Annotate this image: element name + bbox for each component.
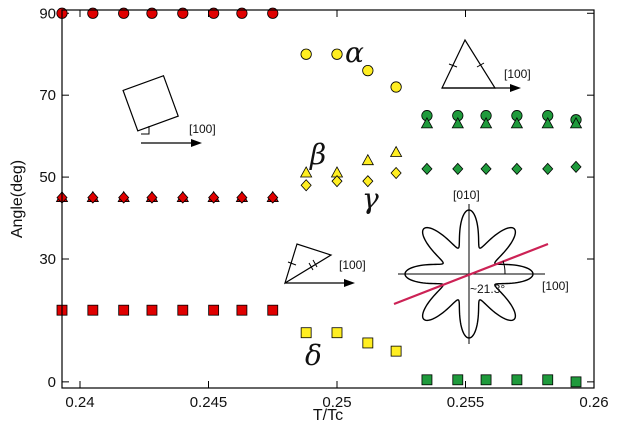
data-point-red-diamond — [208, 191, 220, 204]
data-point-red-circle — [208, 7, 220, 19]
data-point-red-square — [236, 304, 248, 316]
tick-mark — [476, 62, 485, 68]
data-point-red-diamond — [146, 191, 158, 204]
data-point-yellow-triangle — [299, 166, 313, 178]
data-point-red-circle — [236, 7, 248, 19]
x-tick-label: 0.245 — [190, 394, 228, 411]
tick-mark — [312, 259, 318, 268]
data-point-red-diamond — [87, 191, 99, 204]
data-point-yellow-circle — [362, 65, 374, 77]
inset-polar-curve — [404, 209, 534, 339]
data-point-green-diamond — [542, 162, 554, 175]
data-point-red-diamond — [118, 191, 130, 204]
data-point-red-square — [208, 304, 220, 316]
y-axis-title: Angle(deg) — [9, 160, 26, 238]
polar-inset: [010] [100] ~21.3° — [393, 188, 569, 344]
data-point-yellow-diamond — [300, 179, 312, 192]
square-orientation-diagram: [100] — [122, 74, 216, 147]
data-point-yellow-diamond — [331, 175, 343, 188]
triangle-mid-direction-label: [100] — [339, 258, 366, 272]
data-point-red-diamond — [177, 191, 189, 204]
alpha-label: α — [345, 36, 364, 69]
data-point-red-square — [146, 304, 158, 316]
data-point-green-triangle — [451, 117, 464, 129]
data-point-green-triangle — [569, 117, 583, 129]
x-tick-label: 0.25 — [322, 394, 351, 411]
triangle-top-arrow-head — [510, 84, 521, 92]
data-point-green-diamond — [570, 160, 582, 173]
data-point-green-diamond — [480, 162, 492, 175]
data-point-red-circle — [146, 7, 158, 19]
y-tick-label: 70 — [39, 87, 56, 104]
tick-mark — [287, 261, 297, 266]
square-shape — [122, 74, 179, 132]
inset-angle-label: ~21.3° — [470, 282, 505, 296]
square-arrow-head — [191, 139, 202, 147]
x-axis-title: T/Tc — [313, 407, 343, 424]
triangle-orientation-diagram-top: [100] — [441, 38, 531, 92]
data-point-green-diamond — [421, 162, 433, 175]
data-point-red-square — [87, 304, 99, 316]
data-point-green-diamond — [452, 162, 464, 175]
right-angle-mark — [141, 126, 150, 135]
inset-x-label: [100] — [542, 279, 569, 293]
data-point-green-square — [570, 376, 582, 388]
y-tick-label: 90 — [39, 5, 56, 22]
data-point-yellow-triangle — [389, 145, 403, 157]
data-point-yellow-diamond — [390, 166, 402, 180]
data-point-red-circle — [177, 7, 189, 19]
inset-orientation-line — [393, 242, 549, 306]
x-tick-label: 0.24 — [65, 394, 94, 411]
data-point-red-square — [177, 304, 189, 316]
y-tick-label: 50 — [39, 169, 56, 186]
data-point-red-circle — [118, 7, 130, 19]
data-point-red-circle — [267, 7, 279, 19]
data-point-green-square — [542, 374, 554, 386]
data-point-red-diamond — [236, 191, 248, 204]
y-tick-label: 30 — [39, 251, 56, 268]
data-point-yellow-circle — [390, 81, 402, 93]
data-point-green-square — [511, 374, 523, 386]
data-point-yellow-diamond — [362, 175, 374, 188]
square-direction-label: [100] — [189, 122, 216, 136]
data-point-green-diamond — [511, 162, 523, 175]
tick-mark — [308, 262, 314, 271]
data-point-yellow-square — [300, 327, 312, 339]
data-point-yellow-square — [331, 327, 343, 339]
data-point-green-triangle — [510, 117, 524, 129]
data-point-yellow-circle — [300, 48, 312, 60]
inset-y-label: [010] — [453, 188, 480, 202]
triangle-mid-arrow-head — [344, 279, 355, 287]
data-point-green-triangle — [420, 117, 434, 129]
data-point-green-triangle — [541, 117, 554, 129]
plot-frame — [61, 9, 595, 389]
inset-angle-arc — [502, 260, 506, 275]
gamma-label: γ — [362, 182, 379, 215]
data-point-yellow-triangle — [361, 153, 375, 166]
data-point-green-square — [480, 374, 492, 386]
data-point-green-triangle — [479, 117, 493, 129]
data-point-red-circle — [87, 7, 99, 19]
triangle-top-direction-label: [100] — [504, 67, 531, 81]
data-point-green-square — [452, 374, 464, 386]
chart-marks — [55, 7, 583, 388]
beta-label: β — [309, 138, 326, 171]
x-tick-label: 0.255 — [447, 394, 485, 411]
y-tick-label: 0 — [48, 374, 56, 391]
x-tick-label: 0.26 — [579, 394, 608, 411]
data-point-green-square — [421, 374, 433, 386]
data-point-yellow-square — [390, 345, 402, 357]
data-point-red-diamond — [267, 191, 279, 204]
axis-ticks: 0.24 0.245 0.25 0.255 0.26 0 30 50 70 90 — [39, 5, 608, 411]
data-point-yellow-circle — [331, 48, 343, 60]
data-point-red-square — [267, 304, 279, 316]
data-point-yellow-square — [362, 337, 374, 349]
triangle-orientation-diagram-mid: [100] — [283, 243, 366, 287]
data-point-red-square — [118, 304, 130, 316]
tick-mark — [448, 63, 458, 68]
delta-label: δ — [305, 339, 322, 372]
